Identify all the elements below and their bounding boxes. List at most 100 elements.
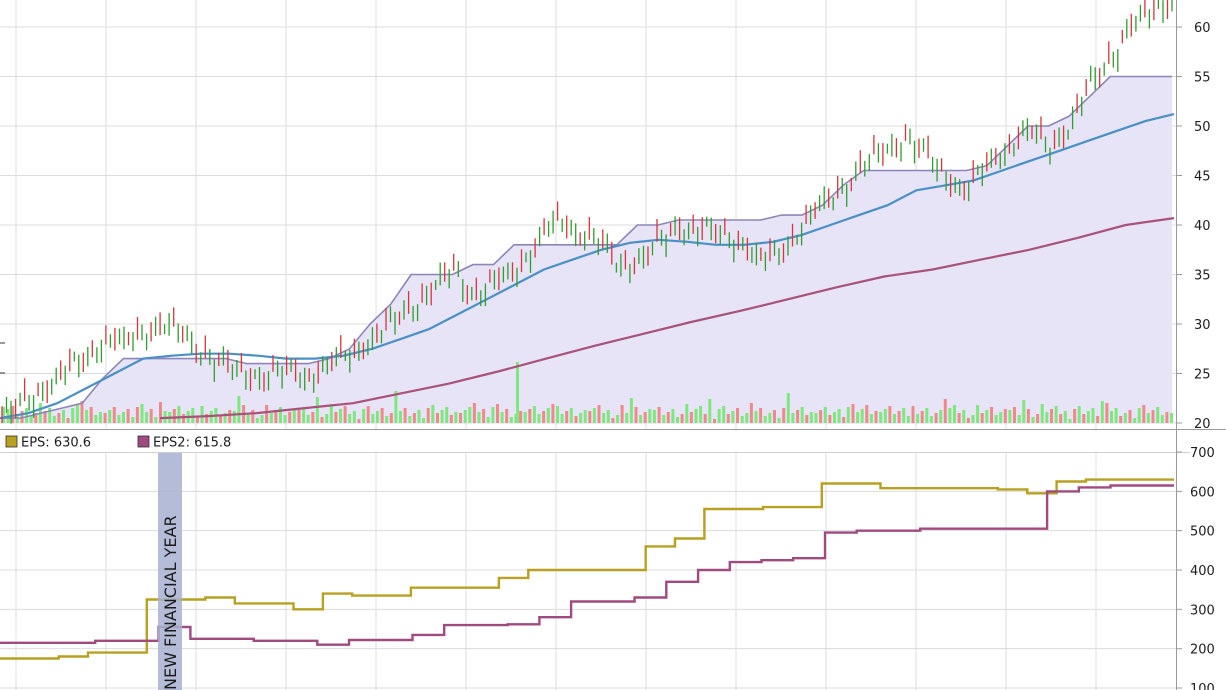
volume-bar [685,404,689,423]
volume-bar [1003,409,1007,423]
volume-bar [920,411,924,423]
financial-year-label: NEW FINANCIAL YEAR [161,515,180,690]
volume-bar [440,410,444,423]
volume-bar [426,408,430,423]
volume-bar [1040,404,1044,423]
volume-bar [140,404,144,423]
volume-bar [754,411,758,423]
volume-bar [1165,412,1169,423]
volume-bar [449,415,453,423]
volume-bar [62,410,65,423]
volume-bar [1096,416,1100,423]
volume-bar [357,419,361,423]
volume-bar [860,409,864,423]
volume-bar [957,413,961,423]
eps-line-eps [0,478,1174,660]
volume-bar [306,415,310,423]
volume-bar [343,406,347,423]
volume-bar [846,407,850,423]
volume-bar [320,417,324,423]
volume-bar [703,414,707,423]
volume-bar [505,409,509,423]
volume-bar [676,417,679,423]
volume-bar [990,407,993,423]
volume-bar [1142,405,1146,423]
volume-bar [759,408,763,423]
candle-layer [1,0,1173,424]
volume-bar [883,409,887,423]
volume-bar [1114,408,1118,423]
moving-average-long-line [159,217,1175,420]
volume-bar [362,409,366,423]
volume-bar [592,408,596,423]
volume-bar [583,410,587,423]
volume-bar [112,407,116,423]
volume-bar [934,413,938,423]
volume-bar [717,409,721,423]
legend-swatch-1 [137,435,150,448]
volume-bar [1123,413,1127,423]
volume-bar [648,409,652,423]
volume-bar [154,417,158,423]
volume-bar [34,413,38,423]
volume-bar [1100,401,1104,423]
volume-bar [1119,416,1123,423]
volume-bar [459,413,462,423]
volume-bar [103,413,107,423]
volume-bar [477,412,481,423]
trailing-high-line [0,75,1172,419]
volume-bar [1008,410,1012,423]
volume-bar [482,409,486,423]
volume-bar [380,408,384,423]
volume-bar [468,407,472,423]
volume-bar [749,403,753,423]
volume-bar [371,414,375,423]
legend-swatch-0 [5,435,18,448]
volume-bar [569,408,573,423]
price-tick-label: 55 [1194,71,1211,86]
volume-bar [1017,415,1021,423]
volume-bar [329,404,333,423]
volume-bar [131,417,135,423]
volume-bar [491,407,495,423]
volume-bar [837,409,841,423]
volume-bar [763,416,767,423]
volume-bar [671,409,675,423]
volume-bar [874,411,878,423]
volume-bar [514,414,518,423]
volume-bar [629,398,633,423]
eps-layer [0,478,1174,660]
volume-bar [819,410,823,423]
volume-bar [66,418,70,423]
volume-bar [616,415,619,423]
volume-bar [1091,408,1095,423]
volume-bar [560,414,564,423]
volume-bar [814,413,818,423]
volume-bar [311,412,315,423]
volume-bar [98,412,102,423]
volume-bar [2,407,5,423]
volume-bar [639,415,643,423]
volume-bar [260,415,264,423]
volume-bar [906,416,910,423]
volume-bar [288,412,292,423]
legend-label-1: EPS2: 615.8 [153,436,231,451]
volume-bar [182,414,185,423]
volume-bar [985,410,989,423]
volume-bar [408,416,412,423]
volume-bar [352,411,356,423]
volume-bar [980,413,984,423]
volume-bar [929,416,933,423]
volume-bar [1170,413,1173,423]
volume-bar [85,410,89,423]
price-tick-label: 50 [1194,120,1211,135]
volume-bar [71,408,75,423]
volume-bar [966,418,970,423]
volume-bar [634,407,638,423]
volume-bar [1077,406,1081,423]
volume-bar [597,405,601,423]
volume-bar [389,413,393,423]
volume-bar [1160,415,1164,423]
volume-bar [89,407,93,423]
volume-bar [1059,414,1063,423]
